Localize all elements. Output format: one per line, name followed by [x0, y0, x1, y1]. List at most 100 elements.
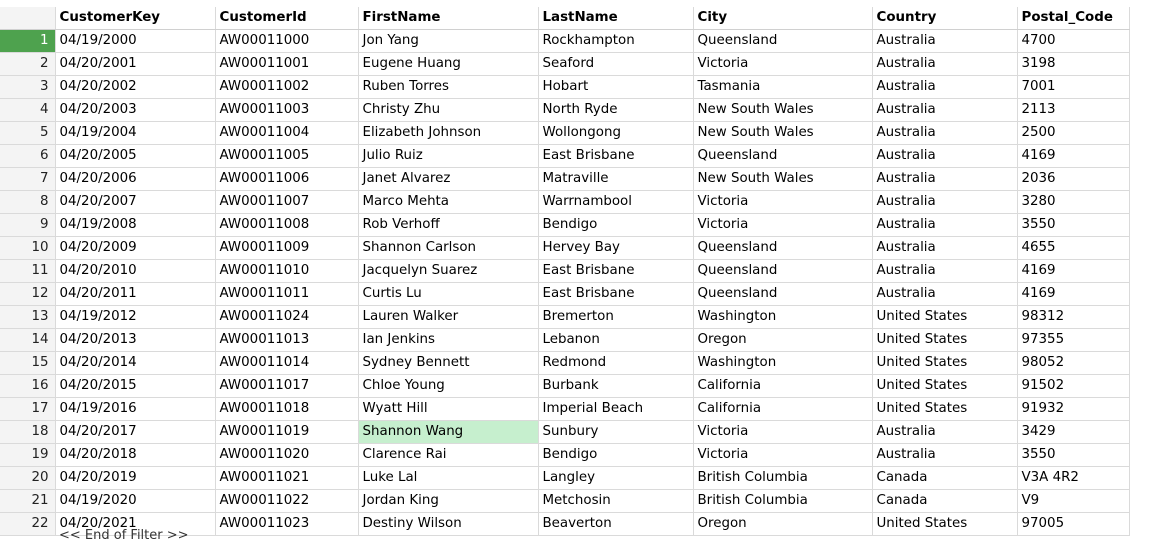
cell-customerid[interactable]: AW00011022 — [215, 489, 359, 513]
cell-country[interactable]: Australia — [872, 282, 1018, 306]
row-number-header[interactable] — [0, 7, 56, 30]
row-number[interactable]: 17 — [0, 397, 56, 421]
cell-customerid[interactable]: AW00011009 — [215, 236, 359, 260]
row-number[interactable]: 3 — [0, 75, 56, 99]
cell-postal-code[interactable]: 3550 — [1017, 443, 1130, 467]
table-row[interactable]: 2 04/20/2001 AW00011001 Eugene Huang Seaford… — [0, 52, 1130, 76]
cell-city[interactable]: New South Wales — [693, 121, 873, 145]
cell-lastname[interactable]: Hobart — [538, 75, 694, 99]
cell-city[interactable]: Queensland — [693, 29, 873, 53]
cell-firstname[interactable]: Luke Lal — [358, 466, 539, 490]
cell-country[interactable]: Australia — [872, 213, 1018, 237]
cell-customerkey[interactable]: 04/20/2007 — [55, 190, 216, 214]
cell-country[interactable]: United States — [872, 351, 1018, 375]
cell-firstname[interactable]: Curtis Lu — [358, 282, 539, 306]
cell-customerkey[interactable]: 04/19/2000 — [55, 29, 216, 53]
cell-postal-code[interactable]: 4169 — [1017, 282, 1130, 306]
cell-city[interactable]: Victoria — [693, 190, 873, 214]
cell-lastname[interactable]: Langley — [538, 466, 694, 490]
table-row[interactable]: 16 04/20/2015 AW00011017 Chloe Young Burbank… — [0, 374, 1130, 398]
table-row[interactable]: 11 04/20/2010 AW00011010 Jacquelyn Suarez Ea… — [0, 259, 1130, 283]
cell-lastname[interactable]: Matraville — [538, 167, 694, 191]
cell-customerid[interactable]: AW00011007 — [215, 190, 359, 214]
cell-postal-code[interactable]: 4169 — [1017, 144, 1130, 168]
cell-lastname[interactable]: North Ryde — [538, 98, 694, 122]
cell-customerkey[interactable]: 04/20/2014 — [55, 351, 216, 375]
cell-customerkey[interactable]: 04/20/2009 — [55, 236, 216, 260]
cell-firstname[interactable]: Janet Alvarez — [358, 167, 539, 191]
row-number[interactable]: 4 — [0, 98, 56, 122]
cell-lastname[interactable]: Bremerton — [538, 305, 694, 329]
row-number[interactable]: 15 — [0, 351, 56, 375]
cell-customerid[interactable]: AW00011018 — [215, 397, 359, 421]
cell-city[interactable]: Tasmania — [693, 75, 873, 99]
cell-customerid[interactable]: AW00011010 — [215, 259, 359, 283]
cell-customerid[interactable]: AW00011001 — [215, 52, 359, 76]
cell-country[interactable]: United States — [872, 374, 1018, 398]
cell-customerkey[interactable]: 04/20/2011 — [55, 282, 216, 306]
cell-city[interactable]: New South Wales — [693, 167, 873, 191]
table-row[interactable]: 10 04/20/2009 AW00011009 Shannon Carlson Her… — [0, 236, 1130, 260]
row-number[interactable]: 5 — [0, 121, 56, 145]
cell-country[interactable]: United States — [872, 305, 1018, 329]
cell-lastname[interactable]: East Brisbane — [538, 259, 694, 283]
cell-lastname[interactable]: East Brisbane — [538, 144, 694, 168]
cell-postal-code[interactable]: 2036 — [1017, 167, 1130, 191]
cell-country[interactable]: Australia — [872, 98, 1018, 122]
table-row[interactable]: 20 04/20/2019 AW00011021 Luke Lal Langley Bri… — [0, 466, 1130, 490]
row-number[interactable]: 6 — [0, 144, 56, 168]
cell-firstname[interactable]: Shannon Wang — [358, 420, 539, 444]
cell-customerid[interactable]: AW00011005 — [215, 144, 359, 168]
cell-postal-code[interactable]: V3A 4R2 — [1017, 466, 1130, 490]
row-number[interactable]: 2 — [0, 52, 56, 76]
cell-firstname[interactable]: Lauren Walker — [358, 305, 539, 329]
cell-postal-code[interactable]: 3550 — [1017, 213, 1130, 237]
row-number[interactable]: 11 — [0, 259, 56, 283]
cell-customerkey[interactable]: 04/20/2006 — [55, 167, 216, 191]
cell-firstname[interactable]: Julio Ruiz — [358, 144, 539, 168]
cell-postal-code[interactable]: 2500 — [1017, 121, 1130, 145]
cell-firstname[interactable]: Wyatt Hill — [358, 397, 539, 421]
cell-customerid[interactable]: AW00011003 — [215, 98, 359, 122]
cell-customerid[interactable]: AW00011011 — [215, 282, 359, 306]
table-row[interactable]: 9 04/19/2008 AW00011008 Rob Verhoff Bendigo V… — [0, 213, 1130, 237]
cell-country[interactable]: United States — [872, 397, 1018, 421]
cell-country[interactable]: Australia — [872, 190, 1018, 214]
cell-country[interactable]: Canada — [872, 489, 1018, 513]
cell-postal-code[interactable]: 4169 — [1017, 259, 1130, 283]
cell-country[interactable]: Australia — [872, 121, 1018, 145]
cell-city[interactable]: British Columbia — [693, 489, 873, 513]
cell-firstname[interactable]: Sydney Bennett — [358, 351, 539, 375]
cell-country[interactable]: Australia — [872, 75, 1018, 99]
cell-customerid[interactable]: AW00011008 — [215, 213, 359, 237]
cell-lastname[interactable]: Imperial Beach — [538, 397, 694, 421]
cell-customerkey[interactable]: 04/19/2008 — [55, 213, 216, 237]
cell-customerid[interactable]: AW00011002 — [215, 75, 359, 99]
table-row[interactable]: 8 04/20/2007 AW00011007 Marco Mehta Warrnamb… — [0, 190, 1130, 214]
column-header-city[interactable]: City — [693, 7, 873, 30]
cell-customerid[interactable]: AW00011019 — [215, 420, 359, 444]
cell-lastname[interactable]: East Brisbane — [538, 282, 694, 306]
cell-firstname[interactable]: Chloe Young — [358, 374, 539, 398]
cell-postal-code[interactable]: 4655 — [1017, 236, 1130, 260]
cell-customerid[interactable]: AW00011000 — [215, 29, 359, 53]
cell-customerkey[interactable]: 04/19/2004 — [55, 121, 216, 145]
cell-firstname[interactable]: Jon Yang — [358, 29, 539, 53]
cell-city[interactable]: Queensland — [693, 144, 873, 168]
row-number[interactable]: 14 — [0, 328, 56, 352]
table-row[interactable]: 6 04/20/2005 AW00011005 Julio Ruiz East Bris… — [0, 144, 1130, 168]
cell-customerkey[interactable]: 04/20/2019 — [55, 466, 216, 490]
table-row[interactable]: 3 04/20/2002 AW00011002 Ruben Torres Hobart T… — [0, 75, 1130, 99]
cell-lastname[interactable]: Seaford — [538, 52, 694, 76]
table-row[interactable]: 21 04/19/2020 AW00011022 Jordan King Metchos… — [0, 489, 1130, 513]
cell-customerid[interactable]: AW00011017 — [215, 374, 359, 398]
cell-postal-code[interactable]: 2113 — [1017, 98, 1130, 122]
row-number[interactable]: 21 — [0, 489, 56, 513]
row-number[interactable]: 9 — [0, 213, 56, 237]
table-row[interactable]: 5 04/19/2004 AW00011004 Elizabeth Johnson Wo… — [0, 121, 1130, 145]
cell-customerkey[interactable]: 04/19/2020 — [55, 489, 216, 513]
cell-customerid[interactable]: AW00011020 — [215, 443, 359, 467]
cell-customerkey[interactable]: 04/20/2017 — [55, 420, 216, 444]
cell-customerkey[interactable]: 04/20/2013 — [55, 328, 216, 352]
cell-country[interactable]: Canada — [872, 466, 1018, 490]
